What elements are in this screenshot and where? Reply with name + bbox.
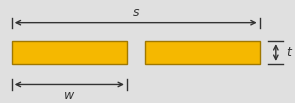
Bar <box>145 41 260 64</box>
Bar <box>12 41 127 64</box>
Text: s: s <box>132 6 139 19</box>
Text: w: w <box>64 89 74 102</box>
Text: t: t <box>286 46 291 59</box>
